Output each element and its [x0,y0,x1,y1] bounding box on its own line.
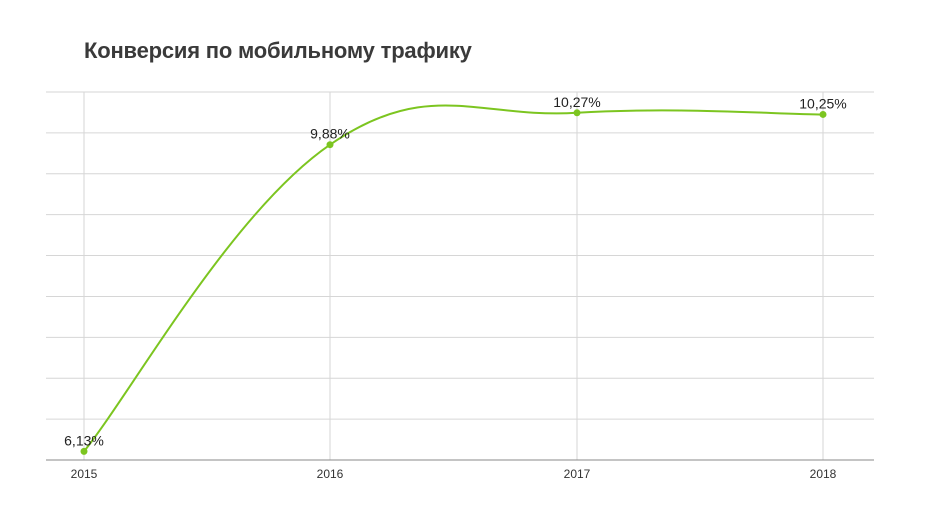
data-label: 10,27% [553,94,600,110]
data-label: 6,13% [64,432,104,448]
data-point [573,109,581,117]
data-point [326,141,334,149]
x-tick-label: 2016 [317,467,344,481]
data-labels: 6,13% 9,88% 10,27% 10,25% [64,94,847,449]
series [80,104,827,455]
data-label: 9,88% [310,126,350,142]
data-point [80,447,88,455]
x-tick-label: 2018 [810,467,837,481]
x-tick-label: 2017 [564,467,591,481]
x-axis: 2015 2016 2017 2018 [46,459,874,481]
series-line [83,104,824,452]
chart-title: Конверсия по мобильному трафику [84,38,472,63]
grid [46,91,874,460]
data-label: 10,25% [799,95,846,111]
data-point [819,110,827,118]
x-tick-label: 2015 [71,467,98,481]
